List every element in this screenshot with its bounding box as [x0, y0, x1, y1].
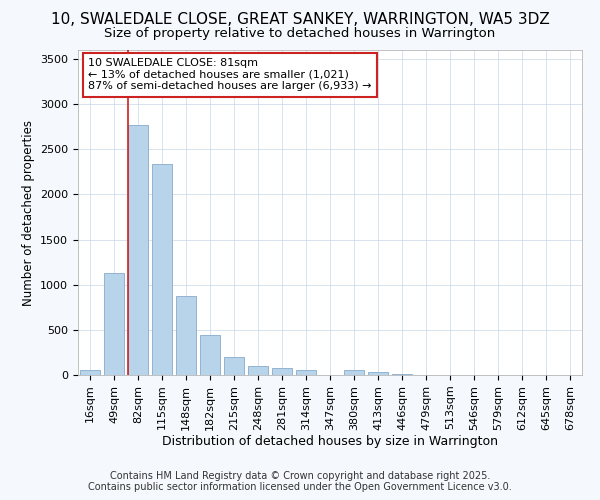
Bar — [152, 164, 172, 375]
Bar — [344, 370, 364, 375]
Bar — [104, 273, 124, 375]
Y-axis label: Number of detached properties: Number of detached properties — [22, 120, 35, 306]
Bar — [80, 370, 100, 375]
Text: 10 SWALEDALE CLOSE: 81sqm
← 13% of detached houses are smaller (1,021)
87% of se: 10 SWALEDALE CLOSE: 81sqm ← 13% of detac… — [88, 58, 371, 92]
Bar — [224, 357, 244, 375]
Text: Contains HM Land Registry data © Crown copyright and database right 2025.
Contai: Contains HM Land Registry data © Crown c… — [88, 471, 512, 492]
X-axis label: Distribution of detached houses by size in Warrington: Distribution of detached houses by size … — [162, 436, 498, 448]
Bar — [200, 336, 220, 375]
Bar — [176, 296, 196, 375]
Bar — [368, 372, 388, 375]
Bar — [392, 374, 412, 375]
Text: Size of property relative to detached houses in Warrington: Size of property relative to detached ho… — [104, 28, 496, 40]
Bar — [296, 370, 316, 375]
Bar — [248, 366, 268, 375]
Text: 10, SWALEDALE CLOSE, GREAT SANKEY, WARRINGTON, WA5 3DZ: 10, SWALEDALE CLOSE, GREAT SANKEY, WARRI… — [50, 12, 550, 28]
Bar — [128, 125, 148, 375]
Bar — [272, 368, 292, 375]
